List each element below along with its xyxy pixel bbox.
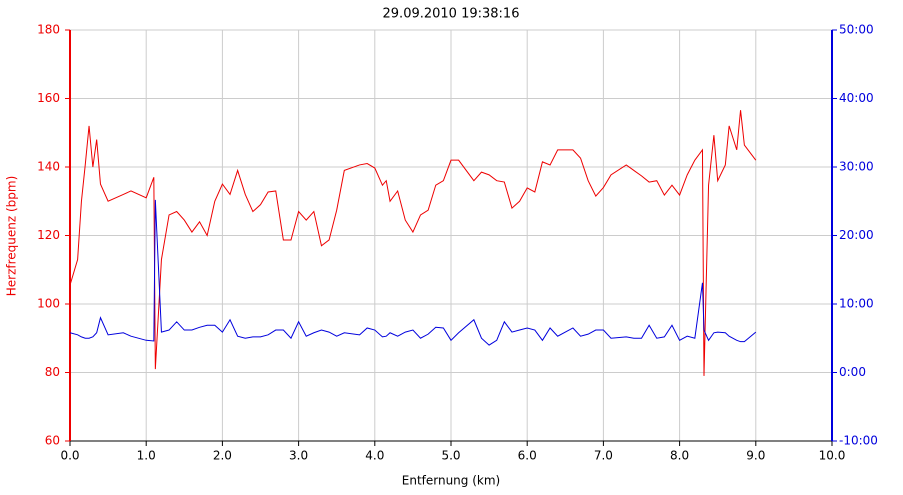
y-axis-label: Herzfrequenz (bpm) [5, 176, 19, 297]
x-tick-label: 9.0 [746, 449, 765, 463]
y-tick-label: 180 [37, 23, 60, 37]
y-tick-label: 140 [37, 160, 60, 174]
y-tick-label: 160 [37, 91, 60, 105]
y2-tick-label: 50:00 [839, 23, 874, 37]
x-tick-label: 3.0 [289, 449, 308, 463]
y2-tick-label: 40:00 [839, 91, 874, 105]
x-axis-label: Entfernung (km) [402, 474, 500, 488]
series-line [69, 110, 757, 376]
chart-title: 29.09.2010 19:38:16 [383, 7, 520, 22]
x-tick-label: 5.0 [441, 449, 460, 463]
y-tick-label: 60 [45, 434, 60, 448]
x-tick-label: 6.0 [518, 449, 537, 463]
x-tick-label: 4.0 [365, 449, 384, 463]
y2-tick-label: -10:00 [839, 434, 878, 448]
y2-tick-label: 20:00 [839, 228, 874, 242]
x-tick-label: 7.0 [594, 449, 613, 463]
y-tick-label: 120 [37, 228, 60, 242]
y-tick-label: 100 [37, 297, 60, 311]
x-tick-label: 8.0 [670, 449, 689, 463]
x-tick-label: 1.0 [137, 449, 156, 463]
x-tick-label: 10.0 [819, 449, 846, 463]
y-tick-label: 80 [45, 365, 60, 379]
x-tick-label: 2.0 [213, 449, 232, 463]
y2-tick-label: 10:00 [839, 297, 874, 311]
y2-tick-label: 0:00 [839, 365, 866, 379]
series-line [69, 199, 757, 346]
y2-tick-label: 30:00 [839, 160, 874, 174]
x-tick-label: 0.0 [60, 449, 79, 463]
